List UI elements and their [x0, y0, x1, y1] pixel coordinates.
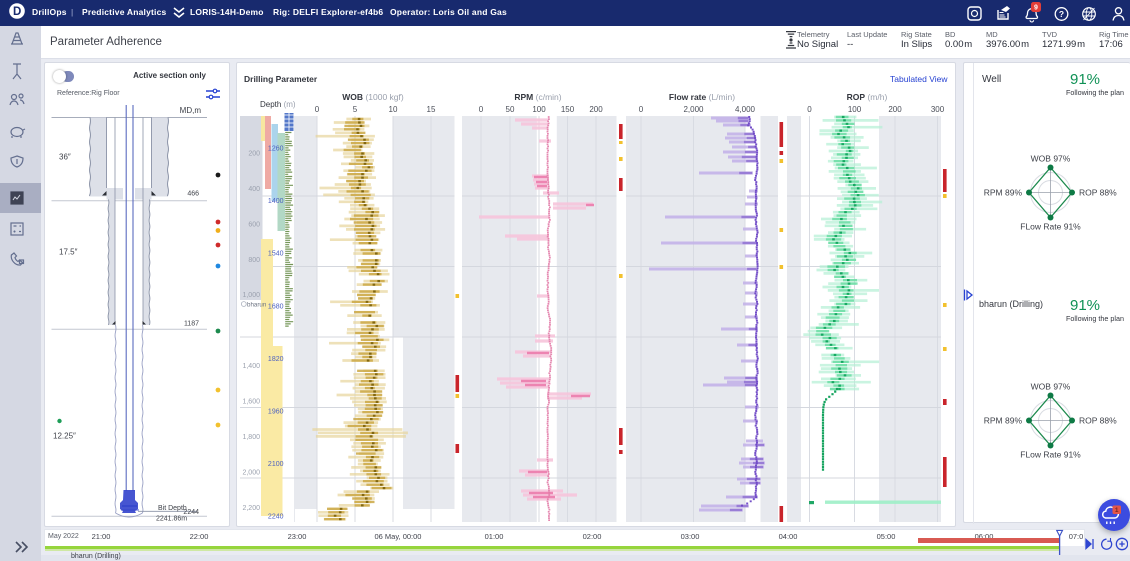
svg-text:MD,m: MD,m — [180, 106, 202, 115]
svg-text:1,800: 1,800 — [242, 434, 260, 441]
svg-text:?: ? — [1059, 9, 1064, 19]
svg-text:5: 5 — [353, 105, 358, 114]
svg-text:FLow Rate 91%: FLow Rate 91% — [1020, 450, 1081, 460]
svg-text:04:00: 04:00 — [779, 532, 798, 541]
svg-text:200: 200 — [888, 105, 902, 114]
svg-text:1680: 1680 — [268, 303, 284, 310]
svg-text:9: 9 — [1034, 5, 1038, 12]
svg-text:D: D — [13, 6, 21, 18]
svg-text:400: 400 — [248, 186, 260, 193]
svg-text:bharun: bharun — [247, 302, 267, 309]
svg-text:800: 800 — [248, 257, 260, 264]
svg-text:22:00: 22:00 — [190, 532, 209, 541]
svg-text:17.5″: 17.5″ — [59, 248, 78, 257]
svg-text:2100: 2100 — [268, 461, 284, 468]
svg-text:12.25″: 12.25″ — [53, 432, 76, 441]
svg-text:10: 10 — [389, 105, 398, 114]
svg-text:2241.86m: 2241.86m — [156, 516, 187, 523]
svg-text:21:00: 21:00 — [92, 532, 111, 541]
svg-text:1260: 1260 — [268, 146, 284, 153]
svg-text:06:00: 06:00 — [975, 532, 994, 541]
svg-text:300: 300 — [931, 105, 945, 114]
svg-text:2,000: 2,000 — [242, 470, 260, 477]
svg-text:600: 600 — [248, 221, 260, 228]
svg-text:150: 150 — [561, 105, 575, 114]
svg-text:1,000: 1,000 — [242, 292, 260, 299]
svg-text:4,000: 4,000 — [735, 105, 756, 114]
svg-text:01:00: 01:00 — [485, 532, 504, 541]
svg-text:15: 15 — [427, 105, 436, 114]
svg-text:200: 200 — [248, 150, 260, 157]
svg-text:1: 1 — [1115, 507, 1119, 514]
svg-text:02:00: 02:00 — [583, 532, 602, 541]
svg-text:06 May, 00:00: 06 May, 00:00 — [375, 532, 422, 541]
svg-text:36″: 36″ — [59, 153, 71, 162]
svg-text:WOB 97%: WOB 97% — [1031, 382, 1071, 392]
svg-text:100: 100 — [848, 105, 862, 114]
svg-text:03:00: 03:00 — [681, 532, 700, 541]
svg-text:0: 0 — [639, 105, 644, 114]
svg-text:ROP 88%: ROP 88% — [1079, 188, 1117, 198]
svg-text:2,200: 2,200 — [242, 505, 260, 512]
svg-text:2240: 2240 — [268, 514, 284, 521]
svg-text:23:00: 23:00 — [288, 532, 307, 541]
svg-text:0: 0 — [479, 105, 484, 114]
svg-text:2244: 2244 — [183, 509, 199, 516]
svg-text:200: 200 — [589, 105, 603, 114]
svg-text:1,400: 1,400 — [242, 363, 260, 370]
svg-text:Bit Depth: Bit Depth — [158, 505, 187, 512]
svg-text:0: 0 — [807, 105, 812, 114]
svg-text:RPM 89%: RPM 89% — [984, 416, 1023, 426]
svg-text:1400: 1400 — [268, 198, 284, 205]
svg-text:RPM 89%: RPM 89% — [984, 188, 1023, 198]
svg-text:0: 0 — [315, 105, 320, 114]
svg-text:1187: 1187 — [184, 321, 199, 328]
svg-text:1960: 1960 — [268, 409, 284, 416]
svg-text:1,600: 1,600 — [242, 399, 260, 406]
svg-text:2,000: 2,000 — [683, 105, 704, 114]
svg-text:05:00: 05:00 — [877, 532, 896, 541]
svg-text:100: 100 — [532, 105, 546, 114]
svg-text:07:0: 07:0 — [1069, 532, 1084, 541]
svg-text:466: 466 — [187, 191, 199, 198]
svg-text:1820: 1820 — [268, 356, 284, 363]
svg-text:FLow Rate 91%: FLow Rate 91% — [1020, 222, 1081, 232]
svg-text:ROP 88%: ROP 88% — [1079, 416, 1117, 426]
svg-text:50: 50 — [506, 105, 515, 114]
svg-text:WOB 97%: WOB 97% — [1031, 154, 1071, 164]
svg-text:1540: 1540 — [268, 251, 284, 258]
